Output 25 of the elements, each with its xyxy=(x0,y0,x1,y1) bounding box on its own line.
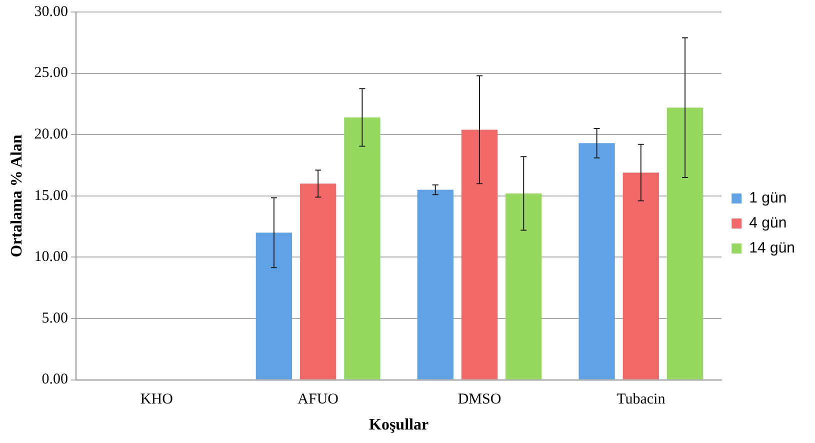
bar xyxy=(417,190,454,380)
y-tick-label: 25.00 xyxy=(34,65,68,82)
legend-label: 1 gün xyxy=(749,190,787,207)
y-tick-label: 10.00 xyxy=(34,249,68,266)
legend-label: 14 gün xyxy=(749,240,796,257)
bar xyxy=(622,172,659,380)
bar xyxy=(578,143,615,380)
x-axis-title: Koşullar xyxy=(369,416,429,434)
y-tick-label: 15.00 xyxy=(34,188,68,204)
legend-label: 4 gün xyxy=(749,214,787,232)
x-tick-label: Tubacin xyxy=(616,392,666,408)
bar xyxy=(506,193,542,380)
bar xyxy=(666,108,704,380)
x-tick-label: AFUO xyxy=(298,392,339,408)
bar xyxy=(344,117,380,380)
y-tick-label: 30.00 xyxy=(34,4,68,20)
bar xyxy=(300,184,336,380)
y-tick-label: 5.00 xyxy=(42,310,68,326)
x-tick-label: DMSO xyxy=(458,392,502,408)
y-tick-label: 0.00 xyxy=(42,372,68,388)
bar xyxy=(461,130,498,380)
bar xyxy=(256,232,292,380)
x-tick-label: KHO xyxy=(140,392,174,408)
y-axis-title: Ortalama % Alan xyxy=(8,134,26,258)
y-tick-label: 20.00 xyxy=(34,126,68,143)
